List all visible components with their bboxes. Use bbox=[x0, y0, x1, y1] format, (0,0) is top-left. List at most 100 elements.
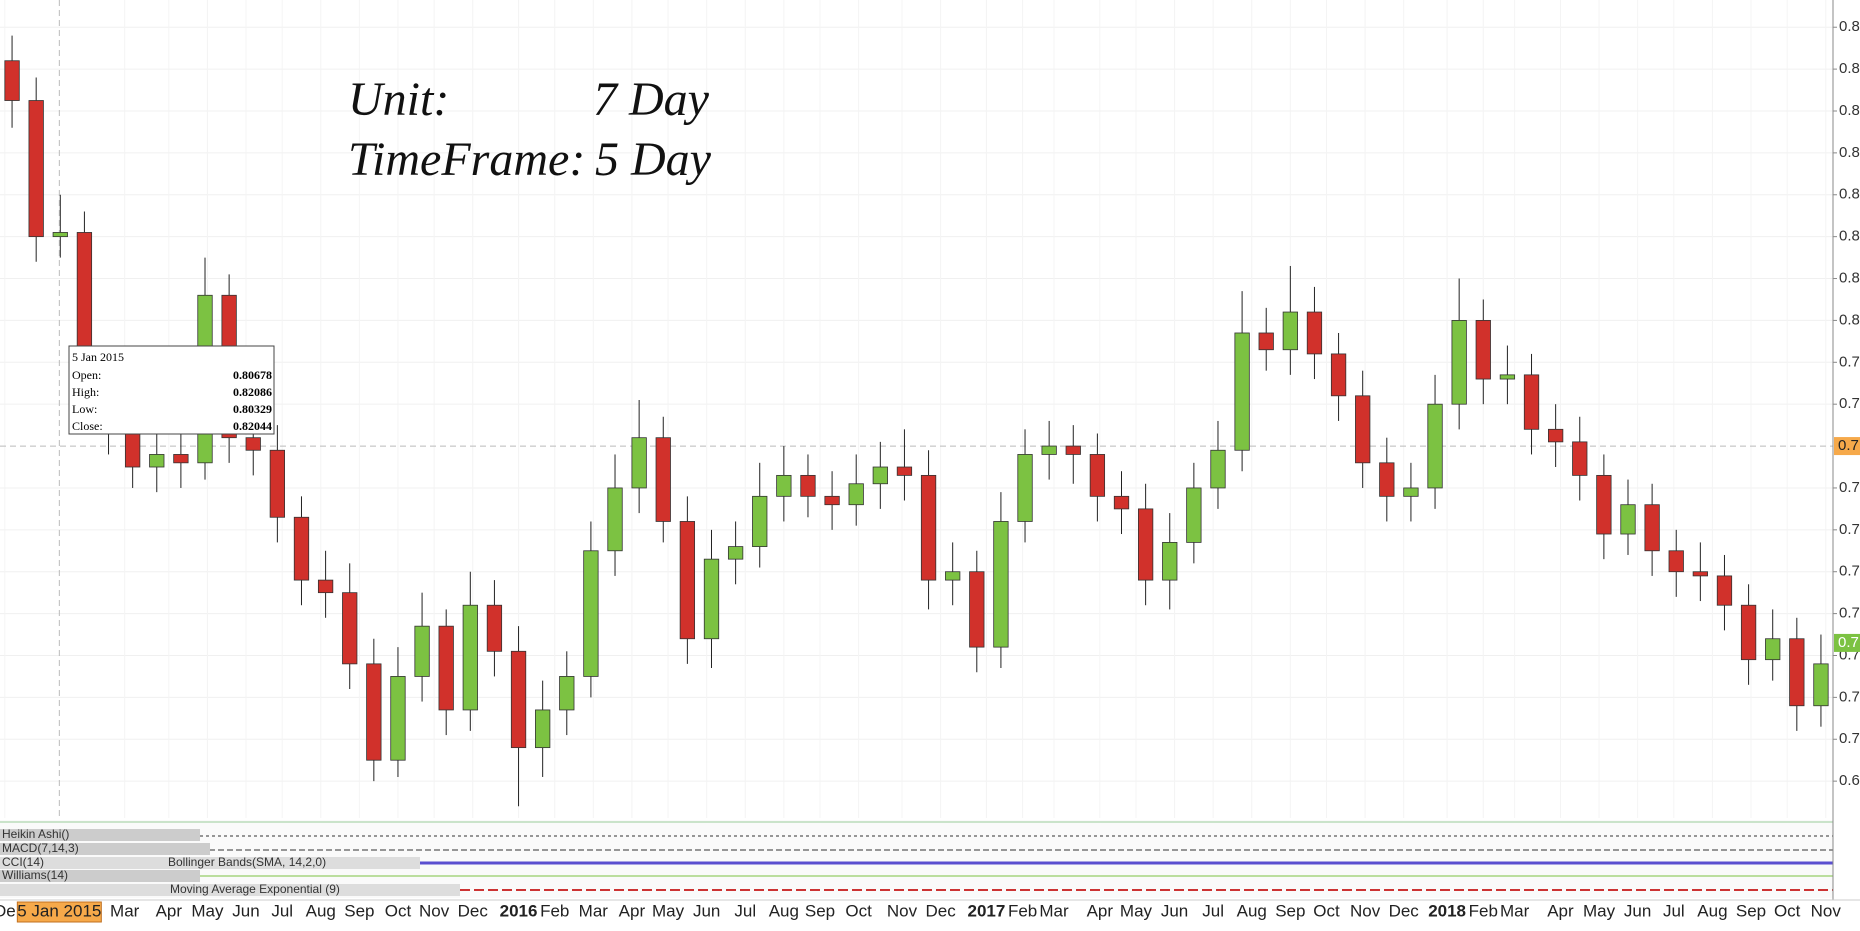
candle-body bbox=[4, 60, 20, 101]
candle-body bbox=[1234, 332, 1250, 451]
y-tick-label: 0.7 bbox=[1839, 688, 1860, 705]
x-tick-label: Mar bbox=[110, 901, 140, 920]
x-tick-label: Nov bbox=[887, 901, 918, 920]
candle-body bbox=[366, 663, 382, 761]
x-tick-label: Sep bbox=[805, 901, 835, 920]
candle-body bbox=[535, 709, 551, 749]
tooltip-label: Low: bbox=[72, 402, 97, 416]
x-tick-label: Dec bbox=[926, 901, 957, 920]
candle-body bbox=[727, 546, 744, 560]
candle-body bbox=[679, 521, 696, 640]
candle-body bbox=[896, 466, 913, 476]
candle-body bbox=[800, 474, 816, 497]
indicator-label: Williams(14) bbox=[2, 868, 68, 882]
x-tick-label: Feb bbox=[1008, 901, 1037, 920]
crosshair-x-label: 5 Jan 2015 bbox=[17, 901, 101, 920]
tooltip-label: Close: bbox=[72, 419, 103, 433]
candle-body bbox=[1210, 449, 1226, 489]
candle-body bbox=[1765, 638, 1781, 661]
x-tick-label: Apr bbox=[156, 901, 183, 920]
candle-body bbox=[1379, 462, 1395, 497]
x-tick-label: Mar bbox=[1500, 901, 1530, 920]
x-tick-label: De bbox=[0, 901, 16, 920]
candle-body bbox=[872, 466, 888, 485]
y-tick-label: 0.8 bbox=[1839, 311, 1860, 328]
annotation-value: 7 Day bbox=[593, 73, 710, 126]
candle-body bbox=[1572, 441, 1588, 476]
x-tick-label: Nov bbox=[419, 901, 450, 920]
x-tick-label: Jun bbox=[1161, 901, 1188, 920]
y-tick-label: 0.8 bbox=[1839, 18, 1860, 35]
candle-body bbox=[1644, 504, 1660, 552]
candle-body bbox=[1113, 495, 1130, 510]
crosshair-x-bg bbox=[16, 901, 102, 923]
candle-body bbox=[1162, 542, 1178, 581]
x-tick-label: 2016 bbox=[500, 901, 538, 920]
x-tick-label: Sep bbox=[344, 901, 374, 920]
candle-body bbox=[149, 454, 165, 468]
axes: 0.8 0.8 0.8 0.8 0.8 0.8 0.8 0.8 0.7 0.7 0.7 0.7 0.7 0… bbox=[0, 18, 1860, 923]
candle-body bbox=[1789, 638, 1805, 707]
tooltip-value: 0.82044 bbox=[233, 419, 272, 433]
pane-label-bg bbox=[0, 870, 200, 882]
candle-body bbox=[1330, 353, 1347, 397]
candle-body bbox=[510, 650, 527, 749]
candle-body bbox=[969, 571, 985, 648]
candle-body bbox=[52, 232, 68, 238]
x-tick-label: May bbox=[1583, 901, 1616, 920]
candle-body bbox=[993, 521, 1009, 648]
candle-body bbox=[173, 454, 189, 464]
candle-body bbox=[245, 437, 261, 451]
grid bbox=[0, 0, 1833, 818]
candle-body bbox=[1692, 571, 1708, 577]
candle-body bbox=[1475, 320, 1491, 380]
x-tick-label: 2017 bbox=[968, 901, 1006, 920]
candle-body bbox=[559, 676, 575, 711]
x-tick-label: Apr bbox=[619, 901, 646, 920]
pane-label-bg bbox=[0, 829, 200, 841]
candle-body bbox=[390, 676, 406, 761]
candle-body bbox=[438, 625, 454, 711]
annotation-label: Unit: bbox=[348, 73, 449, 126]
annotation-value: 5 Day bbox=[595, 133, 712, 186]
y-tick-label: 0.8 bbox=[1839, 186, 1860, 203]
last-price-label: 0.7 bbox=[1838, 634, 1859, 651]
y-tick-label: 0.7 bbox=[1839, 353, 1860, 370]
y-tick-label: 0.7 bbox=[1839, 563, 1860, 580]
candle-body bbox=[1668, 550, 1684, 573]
candle-body bbox=[1620, 504, 1636, 535]
candles bbox=[4, 35, 1829, 807]
x-tick-label: Aug bbox=[306, 901, 336, 920]
crosshair-price-bg bbox=[1834, 437, 1860, 456]
indicator-panes: Heikin Ashi() MACD(7,14,3) CCI(14) Bolli… bbox=[0, 820, 1833, 898]
candle-body bbox=[1282, 311, 1298, 351]
candle-body bbox=[1258, 332, 1274, 351]
y-tick-label: 0.8 bbox=[1839, 60, 1860, 77]
x-tick-label: Jun bbox=[1624, 901, 1651, 920]
pane-label-bg bbox=[0, 884, 460, 896]
y-tick-label: 0.7 bbox=[1839, 730, 1860, 747]
indicator-label: CCI(14) bbox=[2, 855, 44, 869]
x-tick-label: Mar bbox=[579, 901, 609, 920]
tooltip-label: Open: bbox=[72, 368, 101, 382]
x-tick-label: Aug bbox=[769, 901, 799, 920]
x-tick-label: May bbox=[1120, 901, 1153, 920]
last-price-bg bbox=[1834, 633, 1860, 652]
candle-body bbox=[1813, 663, 1829, 707]
y-tick-label: 0.8 bbox=[1839, 144, 1860, 161]
candle-body bbox=[1499, 374, 1516, 380]
candle-body bbox=[1355, 395, 1371, 464]
candle-body bbox=[462, 604, 478, 711]
tooltip-value: 0.82086 bbox=[233, 385, 272, 399]
candle-body bbox=[1306, 311, 1323, 355]
candle-body bbox=[1716, 575, 1733, 606]
x-tick-label: Sep bbox=[1275, 901, 1305, 920]
pane-label-bg bbox=[0, 843, 210, 855]
x-tick-label: Jul bbox=[271, 901, 293, 920]
x-tick-label: May bbox=[652, 901, 685, 920]
candle-body bbox=[752, 495, 768, 547]
x-tick-label: Apr bbox=[1087, 901, 1114, 920]
x-tick-label: Oct bbox=[845, 901, 872, 920]
